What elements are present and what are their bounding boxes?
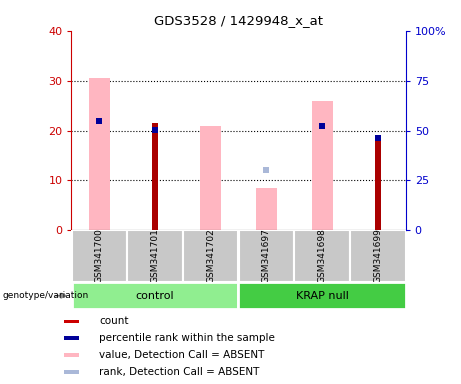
Text: rank, Detection Call = ABSENT: rank, Detection Call = ABSENT bbox=[100, 367, 260, 377]
Text: GSM341702: GSM341702 bbox=[206, 228, 215, 283]
Text: percentile rank within the sample: percentile rank within the sample bbox=[100, 333, 275, 343]
Bar bbox=[375, 138, 381, 230]
Bar bbox=[183, 230, 238, 282]
Bar bbox=[64, 319, 79, 323]
Bar bbox=[295, 230, 350, 282]
Bar bbox=[64, 353, 79, 357]
Text: GSM341700: GSM341700 bbox=[95, 228, 104, 283]
Bar bbox=[350, 230, 406, 282]
Bar bbox=[152, 123, 158, 230]
Bar bbox=[127, 230, 183, 282]
Text: genotype/variation: genotype/variation bbox=[2, 291, 89, 300]
Text: GSM341701: GSM341701 bbox=[150, 228, 160, 283]
Text: control: control bbox=[136, 291, 174, 301]
Bar bbox=[89, 78, 110, 230]
Bar bbox=[239, 230, 294, 282]
Text: value, Detection Call = ABSENT: value, Detection Call = ABSENT bbox=[100, 350, 265, 360]
Bar bbox=[64, 336, 79, 340]
Text: count: count bbox=[100, 316, 129, 326]
Text: KRAP null: KRAP null bbox=[296, 291, 349, 301]
Bar bbox=[64, 370, 79, 374]
Text: GSM341697: GSM341697 bbox=[262, 228, 271, 283]
Text: GSM341698: GSM341698 bbox=[318, 228, 327, 283]
Bar bbox=[200, 126, 221, 230]
Bar bbox=[71, 282, 238, 309]
Bar bbox=[256, 188, 277, 230]
Bar bbox=[238, 282, 406, 309]
Bar bbox=[312, 101, 333, 230]
Title: GDS3528 / 1429948_x_at: GDS3528 / 1429948_x_at bbox=[154, 14, 323, 27]
Text: GSM341699: GSM341699 bbox=[373, 228, 382, 283]
Bar bbox=[71, 230, 127, 282]
